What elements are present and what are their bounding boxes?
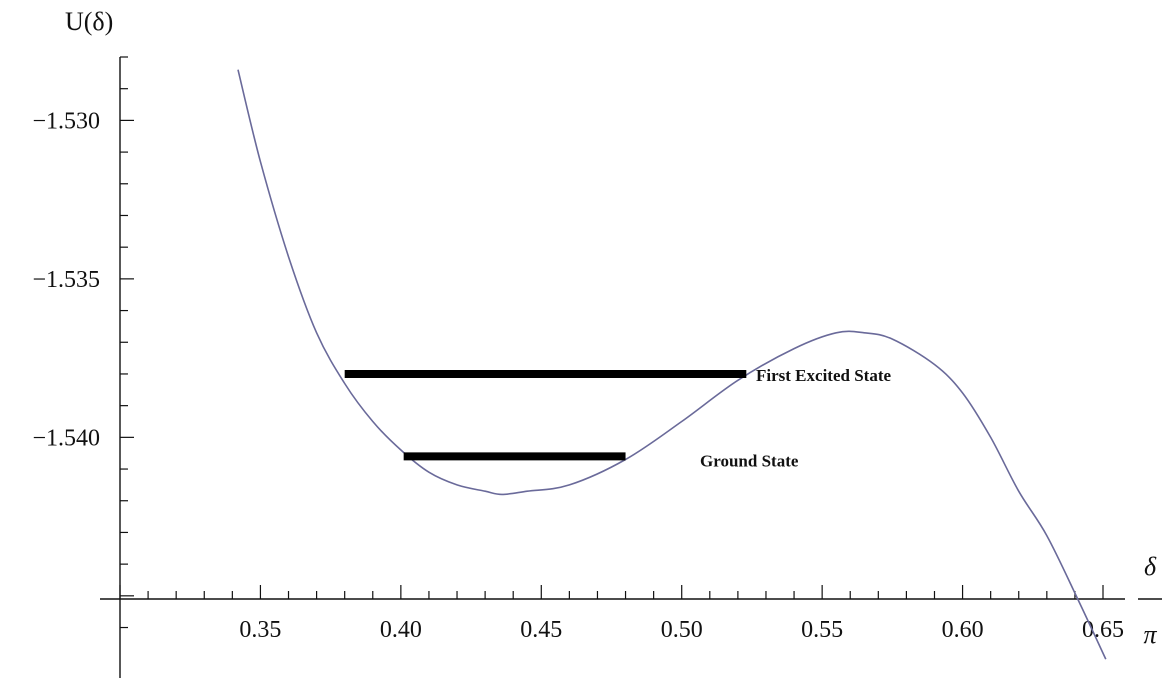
ground-state-label: Ground State [700,451,799,470]
tick-labels: 0.35 0.40 0.45 0.50 0.55 0.60 0.65−1.530−1.535… [32,108,1124,643]
x-axis-label: δ π [1138,552,1162,649]
y-tick-label: −1.540 [32,425,100,451]
x-tick-label: 0.40 [380,617,422,643]
potential-curve [237,69,1107,660]
x-tick-label: 0.45 [520,617,562,643]
first-excited-state-label: First Excited State [756,366,891,385]
x-axis-label-denominator: π [1143,620,1157,649]
y-tick-label: −1.530 [32,108,100,134]
ticks [119,56,1104,629]
x-tick-label: 0.35 [239,617,281,643]
x-tick-label: 0.60 [942,617,984,643]
axes [100,57,1125,678]
energy-level-labels: First Excited State Ground State [700,366,891,470]
y-tick-label: −1.535 [32,267,100,293]
x-axis-label-numerator: δ [1144,552,1157,581]
x-tick-label: 0.55 [801,617,843,643]
y-axis-label: U(δ) [65,7,113,36]
energy-levels [344,369,747,461]
x-tick-label: 0.50 [661,617,703,643]
